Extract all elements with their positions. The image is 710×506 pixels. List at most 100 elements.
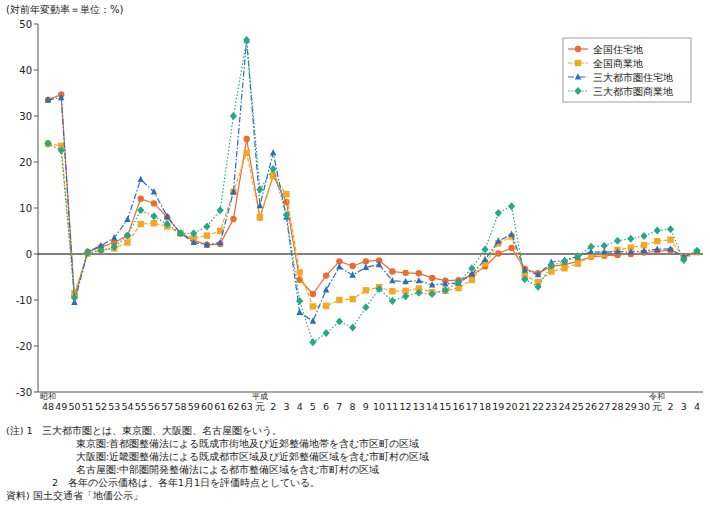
x-tick-label: 昭和48 bbox=[40, 392, 56, 412]
point bbox=[283, 199, 289, 205]
series-line bbox=[48, 40, 697, 321]
x-tick-label: 53 bbox=[108, 401, 120, 412]
point bbox=[257, 202, 263, 208]
x-tick-label: 63 bbox=[241, 401, 253, 412]
point bbox=[111, 234, 117, 240]
x-tick-label: 54 bbox=[121, 401, 133, 412]
x-tick-label: 30 bbox=[638, 401, 650, 412]
point bbox=[402, 278, 408, 284]
point bbox=[310, 317, 316, 323]
x-tick-label: 50 bbox=[68, 401, 80, 412]
x-tick-label: 29 bbox=[625, 401, 637, 412]
x-tick-label: 28 bbox=[611, 401, 623, 412]
point bbox=[521, 275, 528, 283]
point bbox=[654, 238, 660, 244]
point bbox=[164, 220, 171, 228]
point bbox=[389, 277, 395, 283]
point bbox=[58, 147, 65, 155]
point bbox=[561, 265, 567, 271]
legend-marker bbox=[575, 60, 581, 66]
y-tick bbox=[34, 300, 38, 301]
point bbox=[362, 303, 369, 311]
point bbox=[349, 263, 355, 269]
point bbox=[468, 264, 475, 272]
legend-marker bbox=[575, 73, 581, 79]
point bbox=[693, 247, 700, 255]
x-tick-label: 27 bbox=[598, 401, 610, 412]
legend-label: 三大都市圏住宅地 bbox=[593, 72, 673, 83]
y-tick-label: 0 bbox=[26, 249, 32, 260]
series bbox=[45, 36, 700, 323]
point bbox=[442, 286, 449, 294]
series-line bbox=[48, 40, 697, 342]
point bbox=[243, 150, 249, 156]
point bbox=[363, 264, 369, 270]
point bbox=[270, 165, 277, 173]
point bbox=[138, 196, 144, 202]
point bbox=[323, 303, 329, 309]
legend-box bbox=[563, 38, 691, 102]
note: 大阪圏:近畿圏整備法による既成都市区域及び近郊整備区域を含む市町村の区域 bbox=[76, 451, 429, 462]
x-tick-label: 3 bbox=[283, 401, 289, 412]
x-tick-label: 4 bbox=[694, 401, 700, 412]
point bbox=[455, 278, 462, 286]
point bbox=[429, 281, 435, 287]
point bbox=[150, 212, 157, 220]
point bbox=[442, 280, 448, 286]
point bbox=[336, 263, 342, 269]
point bbox=[614, 248, 620, 254]
x-tick-label: 60 bbox=[201, 401, 213, 412]
point bbox=[654, 246, 660, 252]
x-tick-label: 49 bbox=[55, 401, 67, 412]
point bbox=[416, 270, 422, 276]
chart: (対前年変動率＝単位：%)-30-20-1001020304050昭和48495… bbox=[0, 0, 710, 506]
point bbox=[508, 202, 515, 210]
plot-area bbox=[44, 36, 700, 346]
x-tick-label: 13 bbox=[413, 401, 425, 412]
point bbox=[628, 248, 634, 254]
y-tick-label: 50 bbox=[19, 19, 32, 30]
note: 東京圏:首都圏整備法による既成市街地及び近郊整備地帯を含む市区町の区域 bbox=[76, 438, 419, 449]
x-tick-label: 56 bbox=[148, 401, 160, 412]
point bbox=[336, 318, 343, 326]
y-tick-label: 20 bbox=[19, 157, 32, 168]
point bbox=[97, 246, 104, 254]
point bbox=[243, 136, 249, 142]
point bbox=[429, 275, 435, 281]
y-tick bbox=[34, 162, 38, 163]
point bbox=[548, 262, 555, 270]
point bbox=[190, 239, 196, 245]
point bbox=[575, 260, 581, 266]
point bbox=[508, 245, 514, 251]
point bbox=[561, 257, 568, 265]
point bbox=[415, 289, 422, 297]
legend-marker bbox=[575, 46, 581, 52]
point bbox=[495, 237, 501, 243]
point bbox=[336, 297, 342, 303]
point bbox=[296, 269, 302, 275]
point bbox=[124, 232, 131, 240]
point bbox=[217, 206, 224, 214]
series bbox=[45, 91, 700, 299]
point bbox=[587, 243, 594, 251]
point bbox=[283, 211, 290, 219]
y-tick bbox=[34, 70, 38, 71]
point bbox=[177, 229, 184, 237]
y-tick-label: -10 bbox=[16, 295, 32, 306]
point bbox=[124, 216, 130, 222]
point bbox=[575, 253, 581, 259]
point bbox=[654, 227, 661, 235]
series bbox=[45, 140, 700, 309]
point bbox=[138, 221, 144, 227]
point bbox=[124, 239, 130, 245]
source: 資料) 国土交通省「地価公示」 bbox=[6, 490, 143, 501]
point bbox=[164, 212, 170, 218]
point bbox=[667, 225, 674, 233]
x-tick-label: 10 bbox=[373, 401, 385, 412]
x-tick-label: 20 bbox=[506, 401, 518, 412]
x-tick-label: 58 bbox=[174, 401, 186, 412]
point bbox=[323, 286, 329, 292]
point bbox=[389, 268, 395, 274]
point bbox=[349, 296, 355, 302]
point bbox=[310, 291, 316, 297]
